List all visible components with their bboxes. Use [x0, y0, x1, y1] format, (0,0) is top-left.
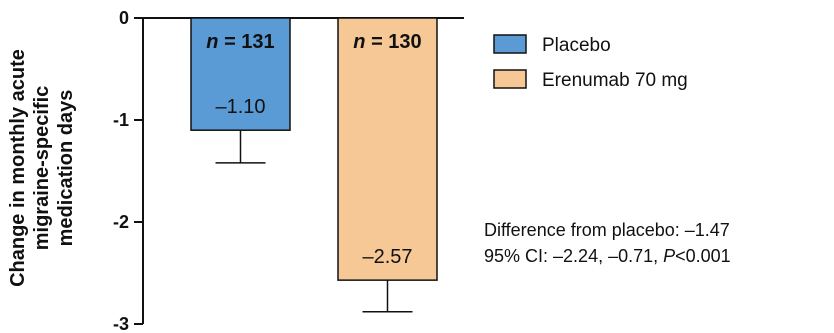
legend-swatch-erenumab: [493, 69, 527, 89]
bar-erenumab-70mg: [337, 17, 438, 281]
y-axis-ticks: 0 -1 -2 -3: [113, 8, 143, 333]
n-label-placebo-n: n: [206, 31, 218, 53]
n-label-placebo: n = 131: [206, 31, 274, 53]
y-tick-label: -3: [113, 314, 129, 333]
n-label-erenumab: n = 130: [353, 31, 421, 53]
y-tick-label: 0: [119, 8, 129, 28]
n-label-placebo-count: = 131: [219, 31, 275, 53]
legend-label-placebo: Placebo: [542, 35, 611, 56]
legend-swatch-placebo: [493, 34, 527, 54]
value-label-placebo: –1.10: [215, 96, 265, 118]
annotation-ci: 95% CI: –2.24, –0.71,: [484, 246, 663, 266]
y-tick-label: -1: [113, 110, 129, 130]
legend-label-erenumab: Erenumab 70 mg: [542, 70, 688, 91]
annotation-line-2: 95% CI: –2.24, –0.71, P<0.001: [484, 246, 731, 266]
y-axis-title-line-1: Change in monthly acute: [7, 49, 29, 287]
difference-annotation: Difference from placebo: –1.47 95% CI: –…: [484, 220, 731, 266]
annotation-p-letter: P: [663, 246, 675, 266]
n-label-erenumab-n: n: [353, 31, 365, 53]
y-axis-title-line-3: medication days: [55, 90, 77, 247]
y-tick-label: -2: [113, 212, 129, 232]
y-axis-title-line-2: migraine-specific: [31, 86, 53, 251]
n-label-erenumab-count: = 130: [366, 31, 422, 53]
annotation-p-value: <0.001: [675, 246, 731, 266]
annotation-line-1: Difference from placebo: –1.47: [484, 220, 730, 240]
legend: Placebo Erenumab 70 mg: [493, 34, 688, 91]
value-label-erenumab: –2.57: [362, 246, 412, 268]
y-axis-title: Change in monthly acute migraine-specifi…: [7, 49, 77, 287]
